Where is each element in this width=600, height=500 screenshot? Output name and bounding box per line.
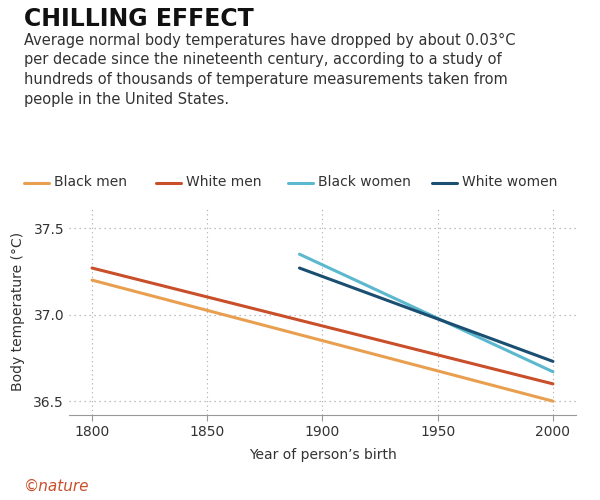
Text: Black men: Black men [54,176,127,190]
Text: Black women: Black women [318,176,411,190]
Text: White men: White men [186,176,262,190]
Text: Average normal body temperatures have dropped by about 0.03°C
per decade since t: Average normal body temperatures have dr… [24,32,515,107]
Y-axis label: Body temperature (°C): Body temperature (°C) [11,232,25,391]
X-axis label: Year of person’s birth: Year of person’s birth [248,448,397,462]
Text: CHILLING EFFECT: CHILLING EFFECT [24,8,254,32]
Text: ©nature: ©nature [24,479,89,494]
Text: White women: White women [462,176,557,190]
